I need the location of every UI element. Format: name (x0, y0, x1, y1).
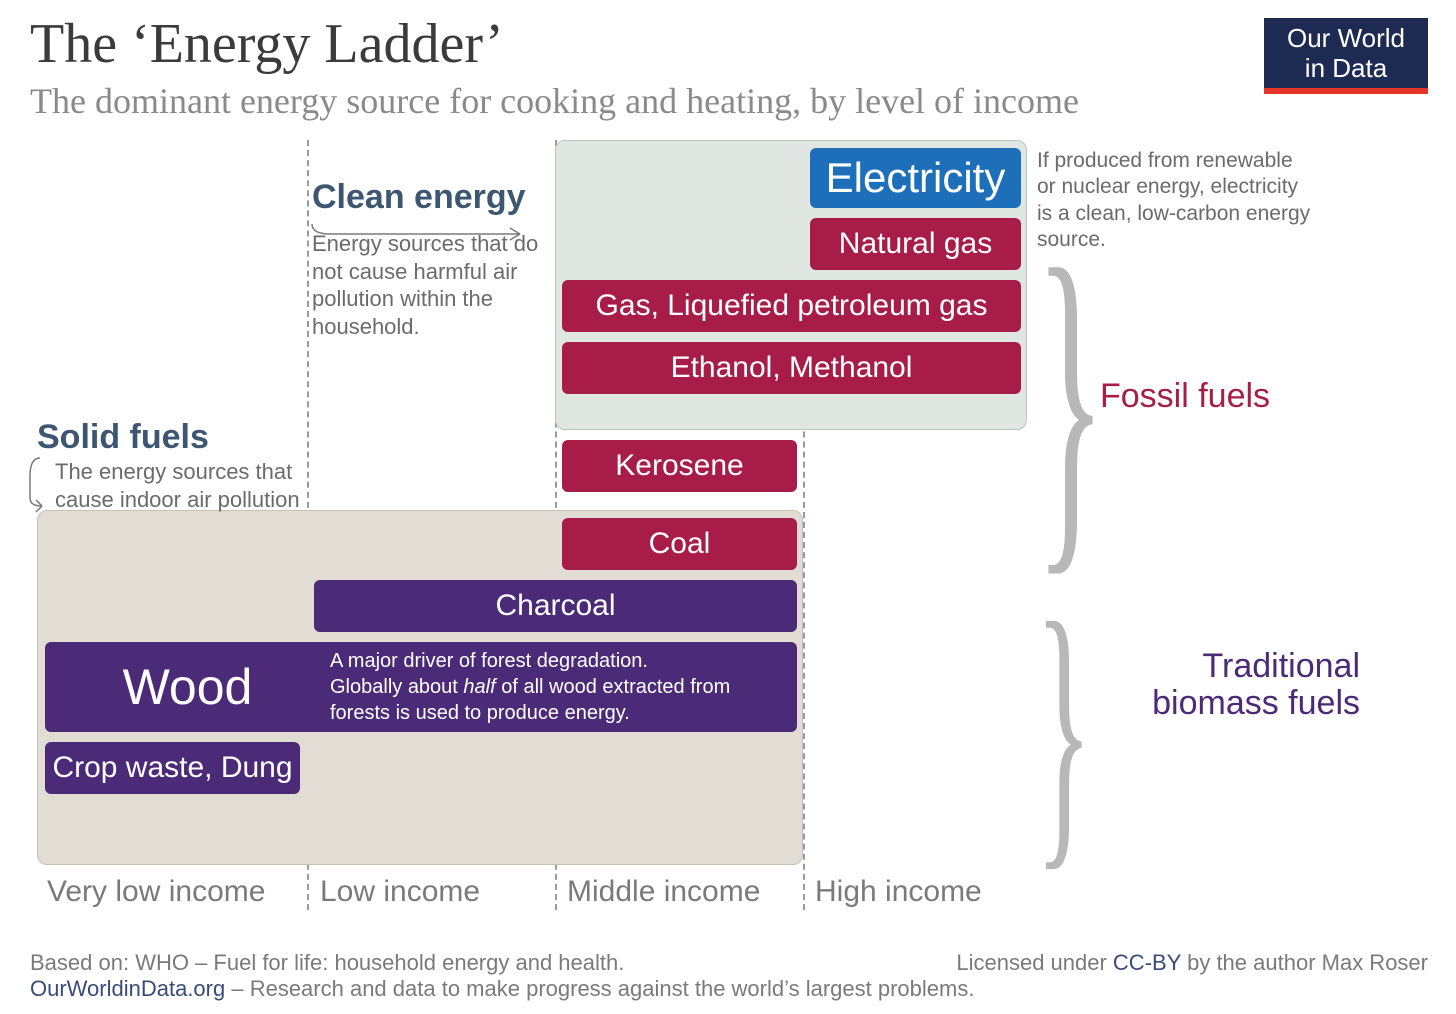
income-high: High income (815, 875, 982, 909)
page-subtitle: The dominant energy source for cooking a… (30, 80, 1079, 122)
income-middle: Middle income (567, 875, 760, 909)
logo-line2: in Data (1305, 53, 1387, 83)
biomass-line1: Traditional (1203, 647, 1360, 685)
fossil-brace-icon: } (1035, 215, 1106, 585)
footer-site-suffix: – Research and data to make progress aga… (225, 976, 974, 1001)
logo-underline (1264, 88, 1428, 94)
fuel-charcoal: Charcoal (314, 580, 797, 632)
fuel-wood: WoodA major driver of forest degradation… (45, 642, 797, 732)
fossil-fuels-label: Fossil fuels (1100, 378, 1270, 415)
clean-energy-title: Clean energy (312, 178, 526, 217)
biomass-brace-icon: } (1035, 578, 1093, 878)
fuel-wood-label: Wood (45, 658, 330, 716)
fuel-natural-gas: Natural gas (810, 218, 1021, 270)
fuel-lpg: Gas, Liquefied petroleum gas (562, 280, 1021, 332)
fuel-kerosene: Kerosene (562, 440, 797, 492)
footer-source: Based on: WHO – Fuel for life: household… (30, 950, 974, 1002)
fuel-coal: Coal (562, 518, 797, 570)
biomass-line2: biomass fuels (1152, 684, 1360, 722)
license-suffix: by the author Max Roser (1181, 950, 1428, 975)
footer-source-text: Based on: WHO – Fuel for life: household… (30, 950, 624, 975)
clean-energy-text: Energy sources that do not cause harmful… (312, 230, 547, 340)
license-prefix: Licensed under (956, 950, 1113, 975)
license-link[interactable]: CC-BY (1113, 950, 1181, 975)
fuel-ethanol: Ethanol, Methanol (562, 342, 1021, 394)
wood-description: A major driver of forest degradation.Glo… (330, 648, 797, 726)
solid-fuels-title: Solid fuels (37, 418, 209, 457)
biomass-fuels-label: Traditional biomass fuels (1100, 648, 1360, 723)
income-low: Low income (320, 875, 480, 909)
logo-line1: Our World (1287, 23, 1405, 53)
income-very-low: Very low income (47, 875, 265, 909)
fuel-crop-waste: Crop waste, Dung (45, 742, 300, 794)
page-title: The ‘Energy Ladder’ (30, 12, 504, 76)
fuel-electricity: Electricity (810, 148, 1021, 208)
footer-license: Licensed under CC-BY by the author Max R… (956, 950, 1428, 976)
solid-fuels-text: The energy sources that cause indoor air… (55, 458, 305, 513)
footer-site-link[interactable]: OurWorldinData.org (30, 976, 225, 1001)
owid-logo: Our World in Data (1264, 18, 1428, 88)
